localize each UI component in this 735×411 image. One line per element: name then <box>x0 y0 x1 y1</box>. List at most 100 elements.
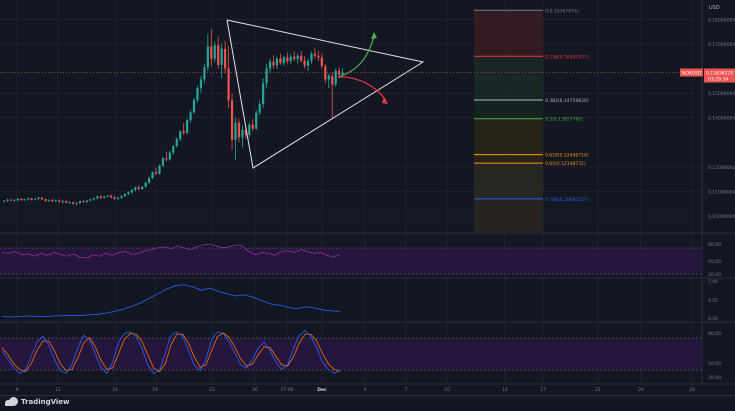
price-axis-currency: USD <box>709 5 720 11</box>
time-axis-tick-label: 17 <box>540 387 546 393</box>
rsi-axis-tick-label: 50.00 <box>708 259 721 265</box>
candle-body <box>158 165 161 174</box>
candle-body <box>2 200 6 202</box>
candle-body <box>165 158 168 160</box>
candle-body <box>320 57 323 67</box>
projection-up-path <box>337 35 375 78</box>
atr-axis-tick-label: 4.55 <box>708 298 718 304</box>
candle-body <box>258 104 261 113</box>
rsi-band <box>0 248 702 274</box>
price-axis-tick-label: 0.11000000 <box>708 189 735 195</box>
candle-body <box>279 58 282 64</box>
candle-body <box>224 48 227 69</box>
grid-layer <box>0 0 735 385</box>
candle-body <box>175 139 178 146</box>
candle-body <box>203 67 206 80</box>
candle-body <box>120 196 123 198</box>
candle-body <box>272 61 275 66</box>
candle-body <box>68 202 71 204</box>
time-axis-tick-label: 12 <box>55 387 61 393</box>
candle-body <box>227 68 230 101</box>
triangle-pattern-lines <box>226 19 425 169</box>
candle-body <box>206 46 209 68</box>
candle-body <box>293 56 296 60</box>
candle-body <box>127 192 130 195</box>
time-axis[interactable]: 9 12 16 19 23 26 27:00 Dec 4 7 10 14 17 21 24 28 <box>16 387 695 393</box>
candle-body <box>196 88 199 100</box>
stoch-d-line <box>1 332 341 373</box>
candle-body <box>75 202 78 204</box>
projection-up-arrowhead <box>371 32 377 39</box>
fib-level-label: 0.618(0.12496710) <box>545 153 589 159</box>
atr-line <box>1 284 341 318</box>
candle-body <box>54 200 57 202</box>
time-axis-tick-label: 24 <box>638 387 644 393</box>
time-axis-tick-label: 16 <box>112 387 118 393</box>
candle-body <box>262 83 265 105</box>
candle-body <box>255 112 258 129</box>
stoch-axis-tick-label: 50.00 <box>708 361 721 367</box>
candle-body <box>244 129 247 135</box>
fib-level-label: 0.382(0.14719830) <box>545 98 589 104</box>
candle-body <box>192 99 196 113</box>
candle-body <box>317 55 320 58</box>
candle-body <box>324 66 327 80</box>
fib-level-label: 0.5(0.13957760) <box>545 117 583 123</box>
stoch-axis-tick-label: 80.00 <box>708 331 721 337</box>
candle-body <box>20 198 23 201</box>
candle-body <box>51 200 54 202</box>
candle-body <box>40 197 44 200</box>
price-axis-tick-label: 0.17000000 <box>708 42 735 48</box>
candle-body <box>78 201 82 203</box>
candle-body <box>154 172 158 174</box>
candle-body <box>341 72 344 75</box>
candle-body <box>137 187 140 189</box>
stoch-band <box>0 338 702 370</box>
candle-series[interactable] <box>2 29 344 205</box>
footer-bar: TradingView <box>0 395 735 411</box>
fib-zone <box>474 198 543 232</box>
price-axis-tick-label: 0.10000000 <box>708 214 735 220</box>
candle-body <box>141 186 144 189</box>
symbol-label: NOKUSD <box>682 71 702 77</box>
candle-body <box>123 194 127 197</box>
candle-body <box>268 61 272 69</box>
current-price-countdown: 03:29:34 <box>708 77 728 83</box>
price-axis-tick-label: 0.12000000 <box>708 165 735 171</box>
candle-body <box>44 199 47 201</box>
projection-down-arrowhead <box>382 97 388 104</box>
candle-body <box>89 199 92 201</box>
rsi-axis-tick-label: 20.00 <box>708 272 721 278</box>
candle-body <box>334 70 337 85</box>
candle-body <box>30 198 33 200</box>
candle-body <box>237 122 241 138</box>
time-axis-tick-label: 23 <box>209 387 215 393</box>
time-axis-tick-label: 21 <box>595 387 601 393</box>
fib-level-label: 0.236(0.16497537) <box>545 54 589 60</box>
candle-body <box>296 55 299 60</box>
triangle-pattern[interactable] <box>226 19 425 169</box>
candle-body <box>186 120 189 133</box>
tradingview-logo[interactable]: TradingView <box>4 397 70 407</box>
stoch-k-line <box>1 330 341 375</box>
candle-body <box>99 196 102 198</box>
fibonacci-retracement[interactable]: 0(0.18367874) 0.236(0.16497537) 0.382(0.14… <box>474 8 589 232</box>
projection-arrows[interactable] <box>337 32 388 104</box>
stoch-axis-tick-label: 20.00 <box>708 375 721 381</box>
fib-zone <box>474 154 543 164</box>
candle-body <box>189 112 192 121</box>
candle-body <box>217 45 220 65</box>
fib-zone <box>474 118 543 155</box>
candle-body <box>179 131 182 140</box>
candle-body <box>65 201 68 203</box>
price-axis[interactable]: USD 0.18000000 0.17000000 0.15000000 0.14000… <box>0 5 735 220</box>
candle-body <box>6 199 9 201</box>
candle-body <box>230 100 234 140</box>
candle-body <box>27 198 30 200</box>
candle-body <box>300 55 303 61</box>
time-axis-tick-label: 9 <box>16 387 19 393</box>
fib-level-label: 0.65(0.12148731) <box>545 161 586 167</box>
candle-body <box>234 122 237 140</box>
candle-body <box>134 187 137 190</box>
